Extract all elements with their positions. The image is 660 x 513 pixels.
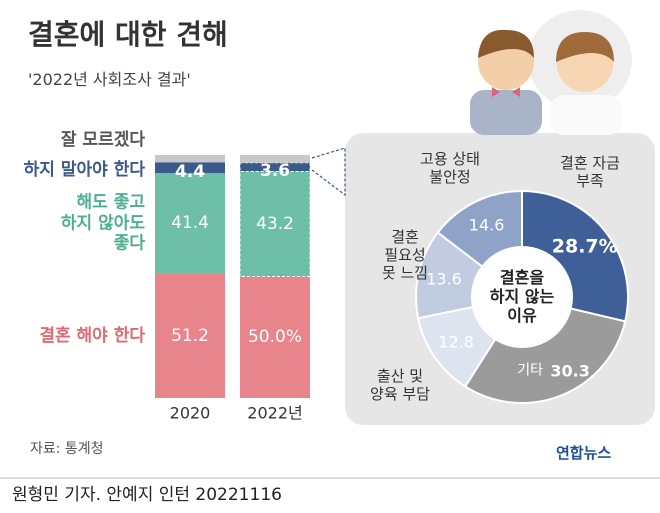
value-label: 12.8 xyxy=(438,332,474,352)
value-label: 51.2 xyxy=(171,325,209,346)
category-label: 결혼 필요성 못 느낌 xyxy=(381,228,429,282)
legend-label: 해도 좋고 하지 않아도 좋다 xyxy=(60,192,145,254)
legend-label: 하지 말아야 한다 xyxy=(23,159,145,180)
bar-segment xyxy=(155,172,225,274)
source: 자료: 통계청 xyxy=(30,441,104,457)
value-label: 3.6 xyxy=(259,160,291,181)
value-label: 14.6 xyxy=(468,215,505,235)
x-tick-label: 2020 xyxy=(169,403,211,423)
value-label: 13.6 xyxy=(426,269,462,289)
value-label: 28.7% xyxy=(551,235,618,258)
donut-hole xyxy=(473,248,571,346)
subtitle: '2022년 사회조사 결과' xyxy=(28,70,191,89)
callout xyxy=(311,147,346,197)
value-label: 30.3 xyxy=(550,361,590,381)
bar-segment xyxy=(155,273,225,398)
bar-segment xyxy=(240,276,310,398)
category-label: 출산 및 양육 부담 xyxy=(370,367,430,403)
donut-slice xyxy=(436,189,523,269)
x-tick-label: 2022년 xyxy=(247,403,303,423)
donut-slice xyxy=(463,307,627,404)
legend-label: 잘 모르겠다 xyxy=(60,129,145,150)
bar-segment xyxy=(155,162,225,173)
logo: 연합뉴스 xyxy=(556,444,612,462)
value-label: 41.4 xyxy=(171,213,209,234)
bar-segment xyxy=(240,155,310,163)
bar-segment xyxy=(155,155,225,163)
category-label: 결혼 자금 부족 xyxy=(560,154,620,190)
legend-label: 결혼 해야 한다 xyxy=(39,325,145,346)
value-label: 50.0% xyxy=(247,327,303,348)
title: 결혼에 대한 견해 xyxy=(28,18,228,51)
value-label: 43.2 xyxy=(256,213,294,234)
credit: 원형민 기자. 안예지 인턴 20221116 xyxy=(12,485,282,505)
donut-title: 결혼을 하지 않는 이유 xyxy=(489,268,555,326)
donut-slice xyxy=(521,189,629,323)
category-label: 기타 xyxy=(517,362,544,379)
category-label: 고용 상태 불안정 xyxy=(420,150,480,186)
value-label: 4.4 xyxy=(174,161,206,182)
couple-illustration xyxy=(470,10,632,135)
